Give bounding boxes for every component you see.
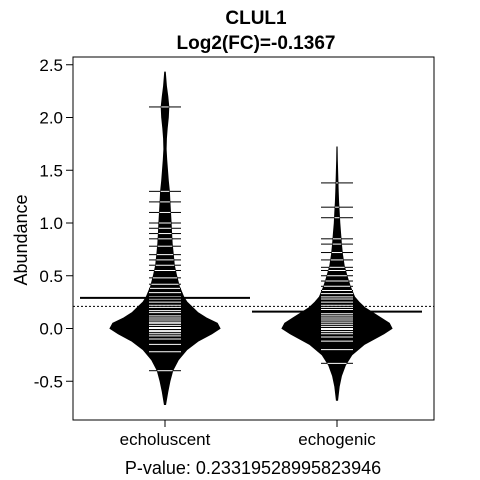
y-tick-label: 1.0 — [39, 214, 63, 233]
y-tick-label: 2.5 — [39, 56, 63, 75]
y-tick-label: 1.5 — [39, 161, 63, 180]
bean-echogenic — [281, 146, 393, 401]
y-axis-title: Abundance — [11, 194, 31, 285]
chart-title: CLUL1 — [225, 8, 287, 29]
chart-subtitle: Log2(FC)=-0.1367 — [177, 33, 336, 54]
x-tick-label-echoluscent: echoluscent — [120, 430, 211, 449]
y-tick-label: 2.0 — [39, 109, 63, 128]
y-tick-label: 0.5 — [39, 267, 63, 286]
bean-echoluscent — [109, 71, 221, 405]
y-tick-label: 0.0 — [39, 320, 63, 339]
y-tick-label: -0.5 — [34, 372, 63, 391]
plot-frame — [72, 56, 435, 421]
x-tick-label-echogenic: echogenic — [298, 430, 376, 449]
x-axis: echoluscent echogenic — [120, 420, 376, 449]
x-axis-title: P-value: 0.23319528995823946 — [125, 458, 381, 478]
y-axis: -0.5 0.0 0.5 1.0 1.5 2.0 2.5 — [34, 56, 74, 391]
bean-group-layer — [73, 71, 434, 405]
